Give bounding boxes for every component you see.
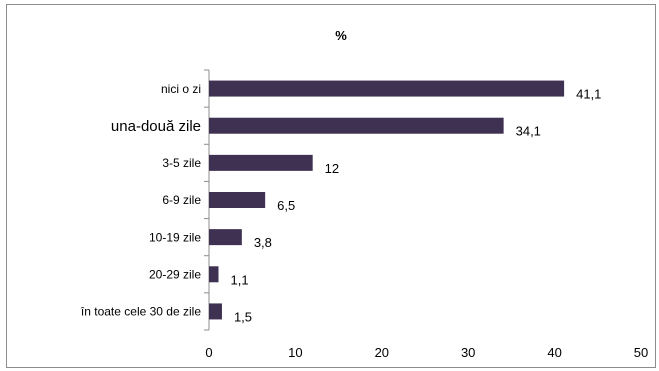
category-label: nici o zi — [161, 82, 201, 96]
category-label: 3-5 zile — [162, 156, 201, 170]
x-tick-label: 30 — [461, 345, 475, 360]
value-label: 6,5 — [277, 198, 295, 213]
category-label: în toate cele 30 de zile — [80, 305, 201, 319]
category-label: 10-19 zile — [149, 230, 201, 244]
value-label: 12 — [325, 161, 339, 176]
bar — [209, 154, 313, 171]
x-tick-label: 0 — [205, 345, 212, 360]
category-label: una-două zile — [111, 118, 201, 135]
x-tick-label: 40 — [547, 345, 561, 360]
category-label: 20-29 zile — [149, 267, 201, 281]
value-label: 1,1 — [231, 272, 249, 287]
bar — [209, 192, 266, 208]
bar — [209, 80, 565, 97]
bar — [209, 303, 222, 320]
value-label: 1,5 — [234, 309, 252, 324]
value-label: 3,8 — [254, 235, 272, 250]
x-tick-label: 10 — [288, 345, 302, 360]
x-tick-label: 20 — [375, 345, 389, 360]
bar — [209, 266, 219, 283]
value-label: 34,1 — [516, 124, 541, 139]
x-tick-label: 50 — [634, 345, 648, 360]
bar — [209, 117, 504, 134]
chart-title: % — [335, 28, 347, 43]
chart-frame — [6, 4, 656, 368]
category-label: 6-9 zile — [162, 193, 201, 207]
bar — [209, 229, 242, 246]
plot-area: nici o zi 41,1 una-două zile 34,1 3-5 zile 12… — [80, 69, 648, 360]
value-label: 41,1 — [576, 87, 601, 102]
